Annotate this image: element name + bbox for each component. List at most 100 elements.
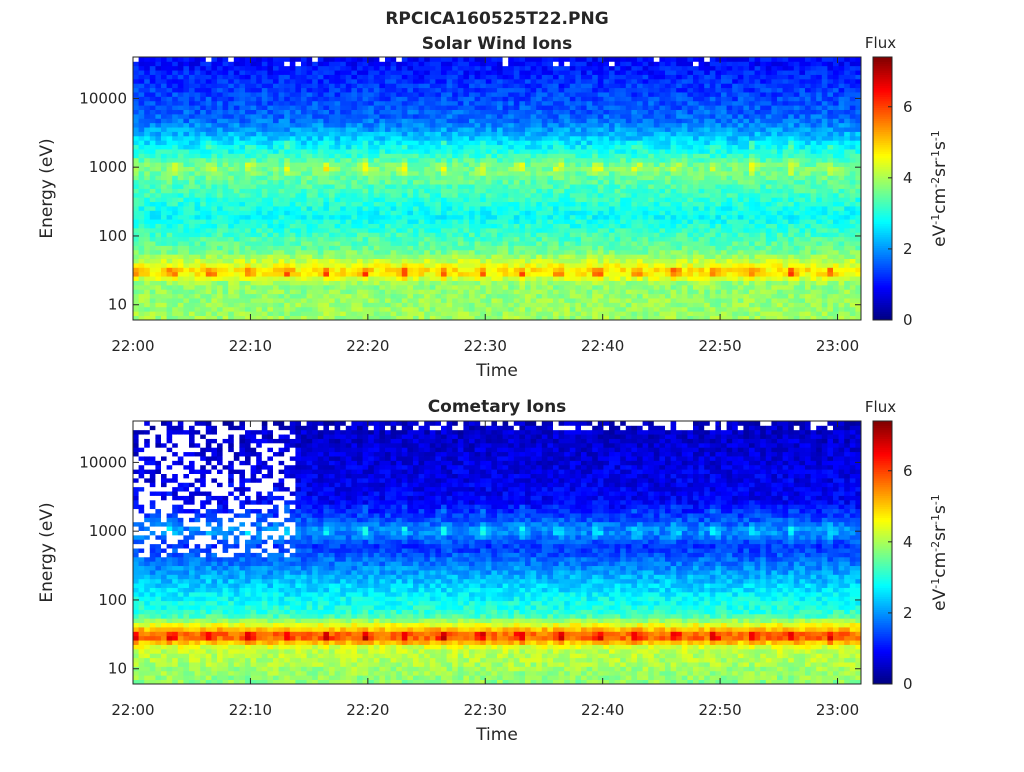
spectrogram-cell — [194, 109, 201, 115]
spectrogram-cell — [205, 105, 212, 110]
spectrogram-cell — [592, 175, 599, 181]
spectrogram-cell — [373, 236, 380, 242]
spectrogram-cell — [413, 74, 419, 80]
spectrogram-cell — [485, 280, 492, 286]
spectrogram-cell — [273, 61, 279, 67]
spectrogram-cell — [256, 302, 263, 308]
spectrogram-cell — [155, 179, 162, 185]
spectrogram-cell — [519, 135, 526, 141]
spectrogram-cell — [390, 197, 397, 203]
spectrogram-cell — [295, 306, 302, 312]
spectrogram-cell — [222, 135, 229, 141]
spectrogram-cell — [138, 236, 145, 242]
spectrogram-cell — [183, 166, 190, 172]
spectrogram-cell — [390, 184, 397, 189]
spectrogram-cell — [368, 166, 375, 172]
spectrogram-cell — [547, 122, 554, 128]
spectrogram-cell — [161, 92, 167, 97]
spectrogram-cell — [485, 83, 492, 89]
spectrogram-cell — [351, 149, 358, 154]
spectrogram-cell — [233, 227, 240, 233]
spectrogram-cell — [329, 293, 335, 299]
spectrogram-cell — [480, 78, 487, 84]
spectrogram-cell — [385, 188, 391, 194]
spectrogram-cell — [161, 214, 167, 220]
spectrogram-cell — [239, 311, 246, 317]
spectrogram-cell — [385, 74, 391, 80]
spectrogram-cell — [368, 83, 375, 89]
spectrogram-cell — [541, 298, 548, 303]
spectrogram-cell — [362, 109, 369, 115]
spectrogram-cell — [508, 157, 515, 163]
spectrogram-cell — [592, 179, 599, 185]
spectrogram-cell — [306, 83, 313, 89]
spectrogram-cell — [581, 289, 587, 295]
spectrogram-cell — [211, 210, 218, 216]
spectrogram-cell — [508, 284, 515, 290]
spectrogram-cell — [306, 135, 313, 141]
spectrogram-cell — [172, 113, 179, 119]
spectrogram-cell — [575, 258, 582, 264]
spectrogram-cell — [564, 197, 571, 203]
spectrogram-cell — [301, 149, 307, 154]
spectrogram-cell — [228, 315, 235, 321]
spectrogram-cell — [390, 254, 397, 260]
spectrogram-cell — [469, 179, 475, 185]
spectrogram-cell — [497, 149, 503, 154]
spectrogram-cell — [239, 70, 246, 75]
spectrogram-cell — [256, 284, 263, 290]
spectrogram-cell — [312, 122, 319, 128]
spectrogram-cell — [200, 179, 207, 185]
spectrogram-cell — [547, 280, 554, 286]
spectrogram-cell — [222, 271, 229, 277]
spectrogram-cell — [401, 276, 408, 281]
spectrogram-cell — [261, 258, 268, 264]
spectrogram-cell — [508, 92, 515, 97]
spectrogram-cell — [155, 175, 162, 181]
spectrogram-cell — [474, 188, 481, 194]
spectrogram-cell — [306, 61, 313, 67]
spectrogram-cell — [144, 311, 151, 317]
spectrogram-cell — [312, 214, 319, 220]
spectrogram-cell — [474, 311, 481, 317]
spectrogram-cell — [553, 280, 559, 286]
spectrogram-cell — [452, 280, 459, 286]
spectrogram-cell — [592, 271, 599, 277]
spectrogram-cell — [329, 210, 335, 216]
spectrogram-cell — [553, 96, 559, 102]
spectrogram-cell — [172, 105, 179, 110]
spectrogram-cell — [144, 78, 151, 84]
spectrogram-cell — [441, 245, 447, 251]
spectrogram-cell — [418, 214, 425, 220]
spectrogram-cell — [245, 201, 251, 207]
spectrogram-cell — [155, 162, 162, 167]
spectrogram-cell — [306, 57, 313, 62]
spectrogram-cell — [357, 87, 363, 93]
spectrogram-cell — [581, 149, 587, 154]
spectrogram-cell — [485, 219, 492, 224]
spectrogram-cell — [166, 175, 173, 181]
spectrogram-cell — [474, 179, 481, 185]
spectrogram-cell — [385, 65, 391, 71]
spectrogram-cell — [256, 289, 263, 295]
spectrogram-cell — [519, 210, 526, 216]
spectrogram-cell — [452, 315, 459, 321]
spectrogram-cell — [222, 131, 229, 137]
spectrogram-cell — [345, 311, 352, 317]
spectrogram-cell — [306, 122, 313, 128]
spectrogram-cell — [446, 105, 453, 110]
spectrogram-cell — [211, 122, 218, 128]
spectrogram-cell — [177, 96, 184, 102]
spectrogram-cell — [200, 293, 207, 299]
spectrogram-cell — [228, 70, 235, 75]
spectrogram-cell — [491, 87, 498, 93]
spectrogram-cell — [166, 83, 173, 89]
spectrogram-cell — [211, 293, 218, 299]
spectrogram-cell — [474, 219, 481, 224]
spectrogram-cell — [133, 135, 139, 141]
spectrogram-cell — [362, 306, 369, 312]
spectrogram-cell — [301, 232, 307, 238]
spectrogram-cell — [429, 271, 436, 277]
spectrogram-cell — [189, 271, 195, 277]
spectrogram-cell — [357, 293, 363, 299]
